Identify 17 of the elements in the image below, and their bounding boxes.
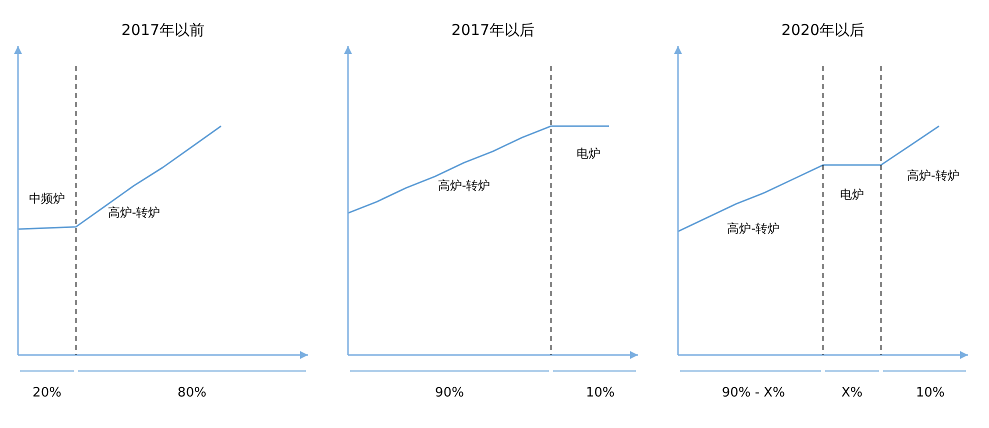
chart-title: 2017年以前 — [121, 20, 205, 39]
text: 10% — [586, 386, 615, 400]
annotation: 高炉-转炉 — [907, 168, 960, 185]
text: 80% — [178, 386, 206, 400]
text: 10% — [916, 386, 945, 400]
annotation: 电炉 — [576, 145, 601, 162]
annotation: 高炉-转炉 — [727, 220, 780, 238]
text: 90% - X% — [722, 386, 785, 400]
annotation: 高炉-转炉 — [108, 204, 160, 222]
chart-title: 2017年以后 — [451, 20, 535, 39]
text: 20% — [32, 386, 62, 400]
text: 90% — [435, 386, 464, 400]
annotation: 高炉-转炉 — [438, 177, 490, 194]
annotation: 中频炉 — [29, 190, 65, 208]
chart-title: 2020年以后 — [781, 20, 865, 39]
text: X% — [841, 386, 863, 400]
annotation: 电炉 — [840, 186, 864, 204]
